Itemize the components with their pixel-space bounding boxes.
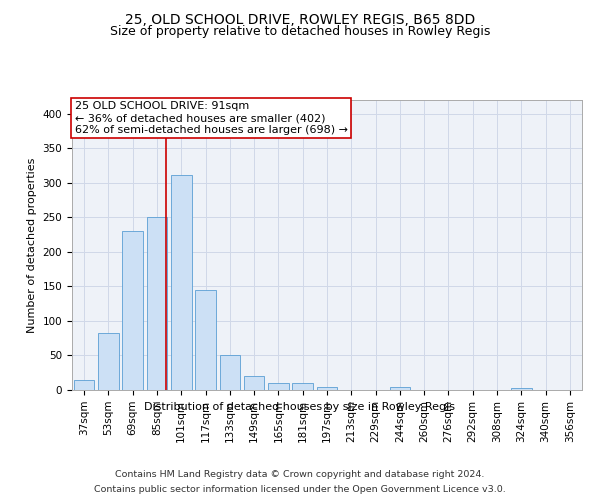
Text: Size of property relative to detached houses in Rowley Regis: Size of property relative to detached ho… — [110, 25, 490, 38]
Bar — [146, 218, 167, 390]
Bar — [268, 383, 289, 390]
Bar — [122, 231, 143, 390]
Bar — [511, 388, 532, 390]
Text: Contains public sector information licensed under the Open Government Licence v3: Contains public sector information licen… — [94, 485, 506, 494]
Text: Contains HM Land Registry data © Crown copyright and database right 2024.: Contains HM Land Registry data © Crown c… — [115, 470, 485, 479]
Text: 25, OLD SCHOOL DRIVE, ROWLEY REGIS, B65 8DD: 25, OLD SCHOOL DRIVE, ROWLEY REGIS, B65 … — [125, 12, 475, 26]
Text: 25 OLD SCHOOL DRIVE: 91sqm
← 36% of detached houses are smaller (402)
62% of sem: 25 OLD SCHOOL DRIVE: 91sqm ← 36% of deta… — [74, 102, 347, 134]
Bar — [220, 356, 240, 390]
Bar — [292, 383, 313, 390]
Bar — [171, 174, 191, 390]
Text: Distribution of detached houses by size in Rowley Regis: Distribution of detached houses by size … — [145, 402, 455, 412]
Bar — [389, 387, 410, 390]
Y-axis label: Number of detached properties: Number of detached properties — [27, 158, 37, 332]
Bar — [244, 376, 265, 390]
Bar — [195, 290, 216, 390]
Bar — [317, 386, 337, 390]
Bar — [74, 380, 94, 390]
Bar — [98, 332, 119, 390]
